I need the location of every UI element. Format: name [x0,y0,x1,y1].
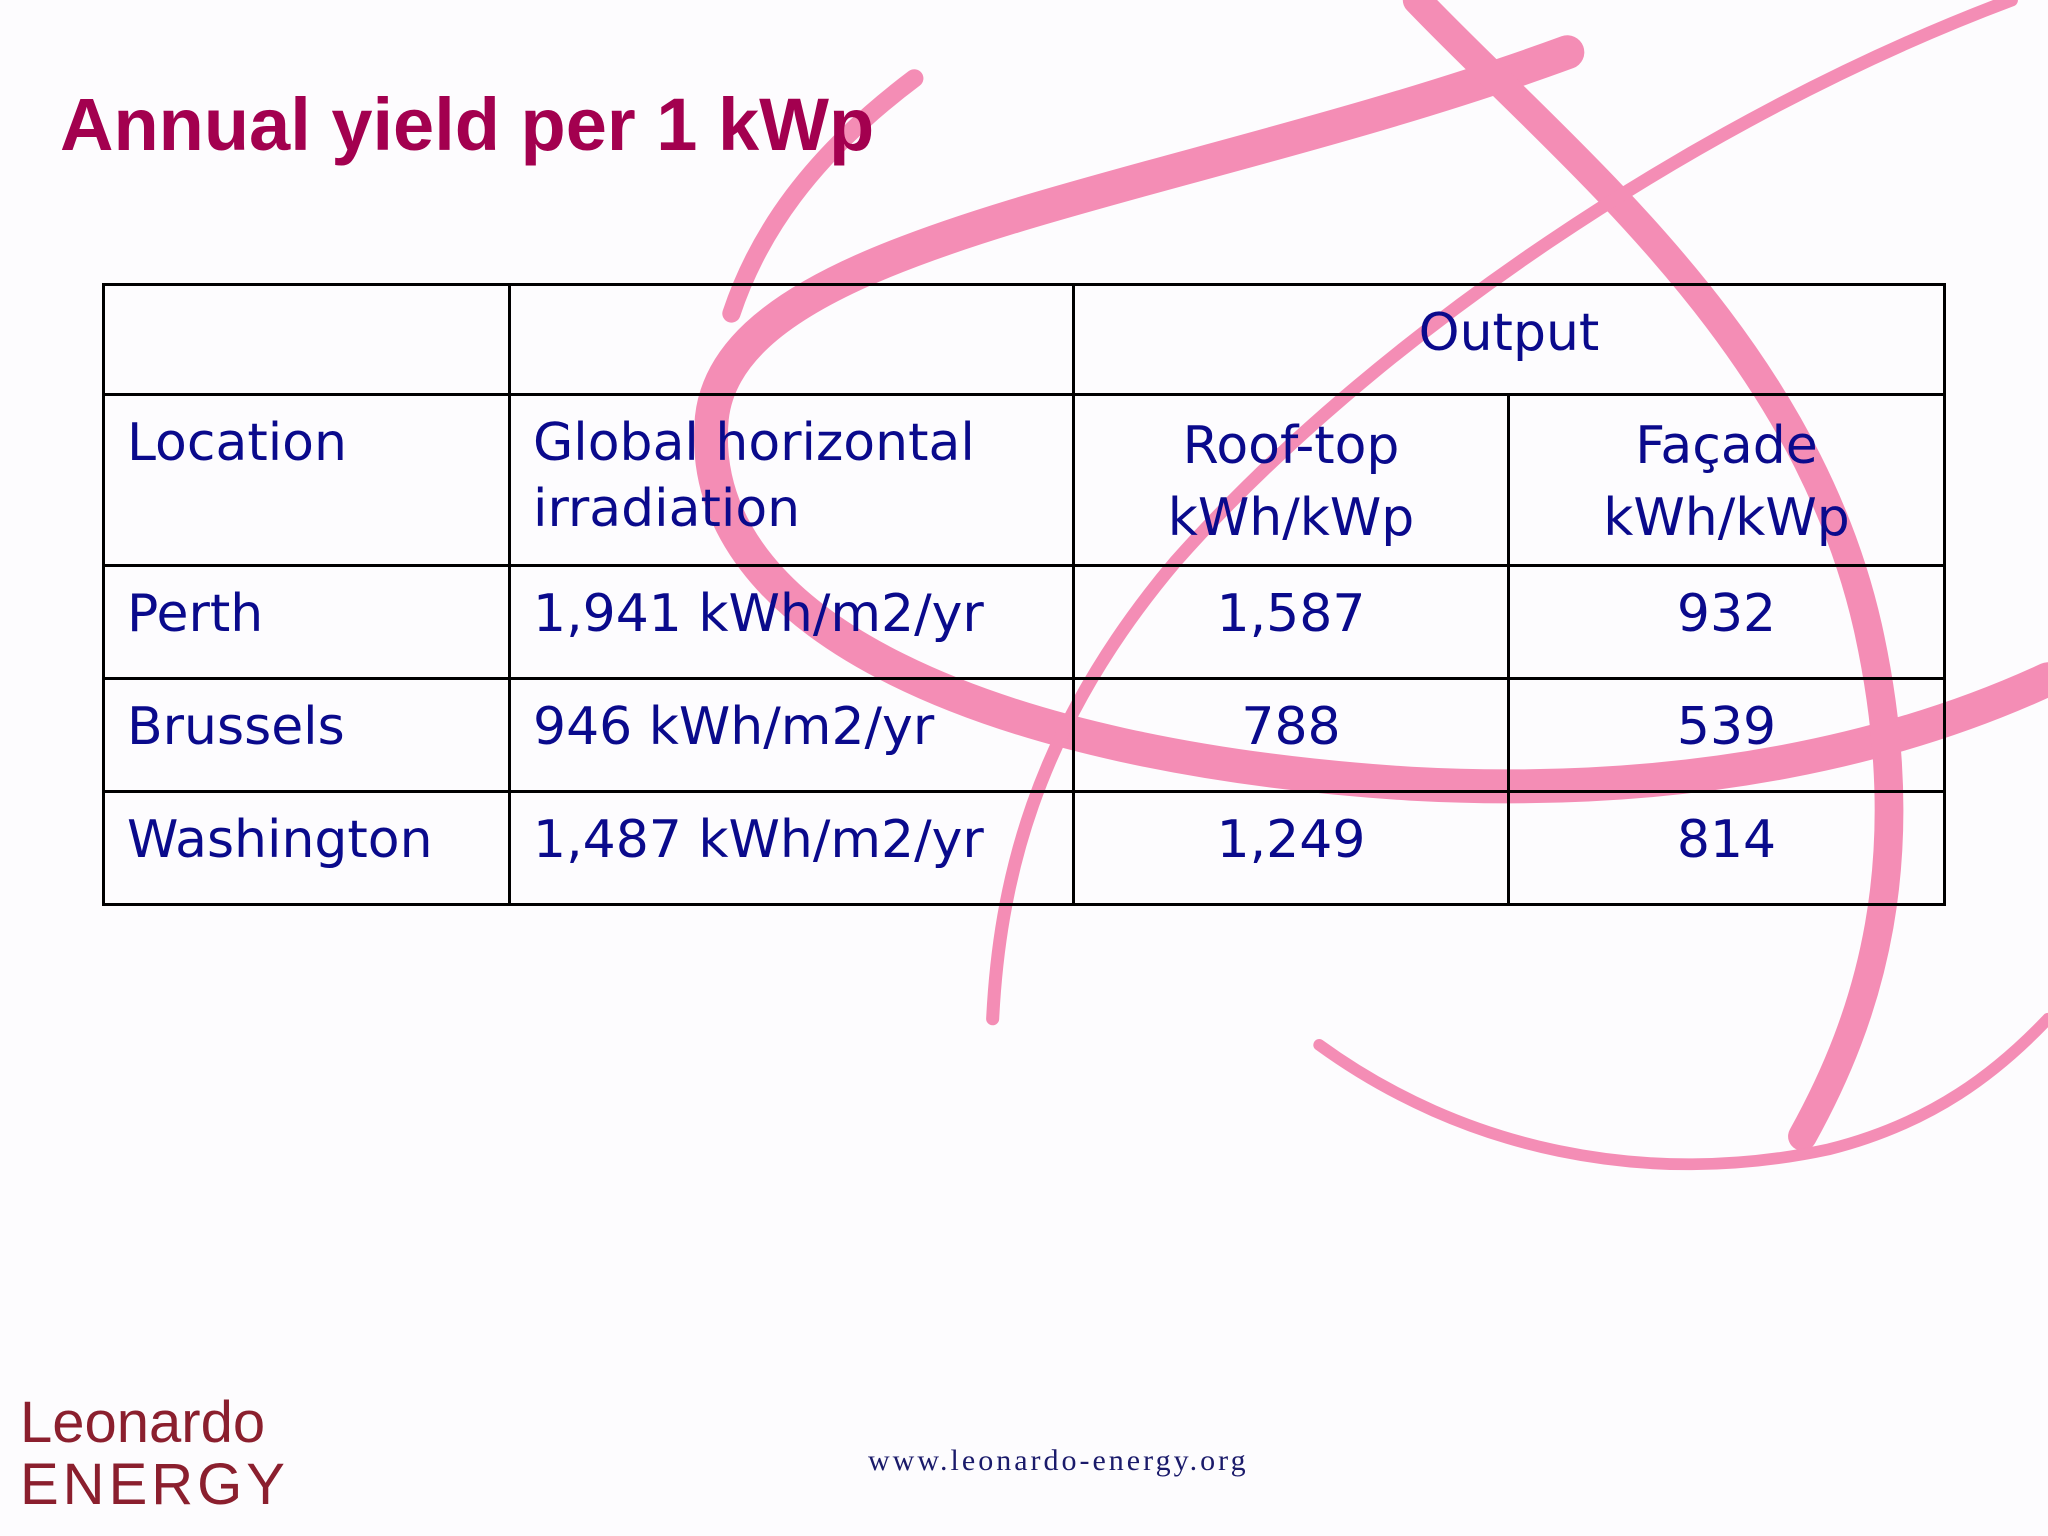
irradiation: 946 kWh/m2/yr [508,677,1075,793]
column-header: Roof-top kWh/kWp [1072,393,1510,567]
roof-top-yield: 788 [1072,677,1510,793]
logo-line: ENERGY [20,1452,289,1517]
column-header: Global horizontal irradiation [508,393,1075,567]
data-row: Perth 1,941 kWh/m2/yr 1,587 932 [102,564,1946,680]
column-header: Location [102,393,511,567]
column-label: Façade [1635,416,1818,476]
header-row: Location Global horizontal irradiation R… [102,393,1946,567]
footer-url: www.leonardo-energy.org [868,1444,1249,1477]
facade-yield: 932 [1507,564,1946,680]
logo: Leonardo ENERGY [20,1392,289,1516]
group-header-row: Output [102,283,1946,396]
irradiation: 1,487 kWh/m2/yr [508,790,1075,906]
irradiation: 1,941 kWh/m2/yr [508,564,1075,680]
location: Perth [102,564,511,680]
roof-top-yield: 1,587 [1072,564,1510,680]
column-label: Roof-top [1182,416,1400,476]
location: Brussels [102,677,511,793]
empty-cell [508,283,1075,396]
data-row: Washington 1,487 kWh/m2/yr 1,249 814 [102,790,1946,906]
column-header: Façade kWh/kWp [1507,393,1946,567]
roof-top-yield: 1,249 [1072,790,1510,906]
location: Washington [102,790,511,906]
data-row: Brussels 946 kWh/m2/yr 788 539 [102,677,1946,793]
facade-yield: 539 [1507,677,1946,793]
facade-yield: 814 [1507,790,1946,906]
yield-table: Output Location Global horizontal irradi… [102,283,1946,906]
slide-title: Annual yield per 1 kWp [60,83,875,166]
logo-line: Leonardo [20,1390,266,1455]
empty-cell [102,283,511,396]
group-header: Output [1072,283,1946,396]
column-unit: kWh/kWp [1167,488,1415,548]
column-unit: kWh/kWp [1603,488,1850,548]
